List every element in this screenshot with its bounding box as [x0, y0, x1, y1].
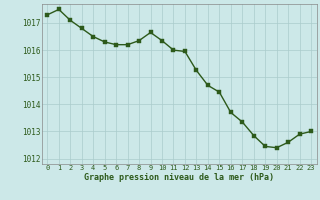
X-axis label: Graphe pression niveau de la mer (hPa): Graphe pression niveau de la mer (hPa): [84, 173, 274, 182]
